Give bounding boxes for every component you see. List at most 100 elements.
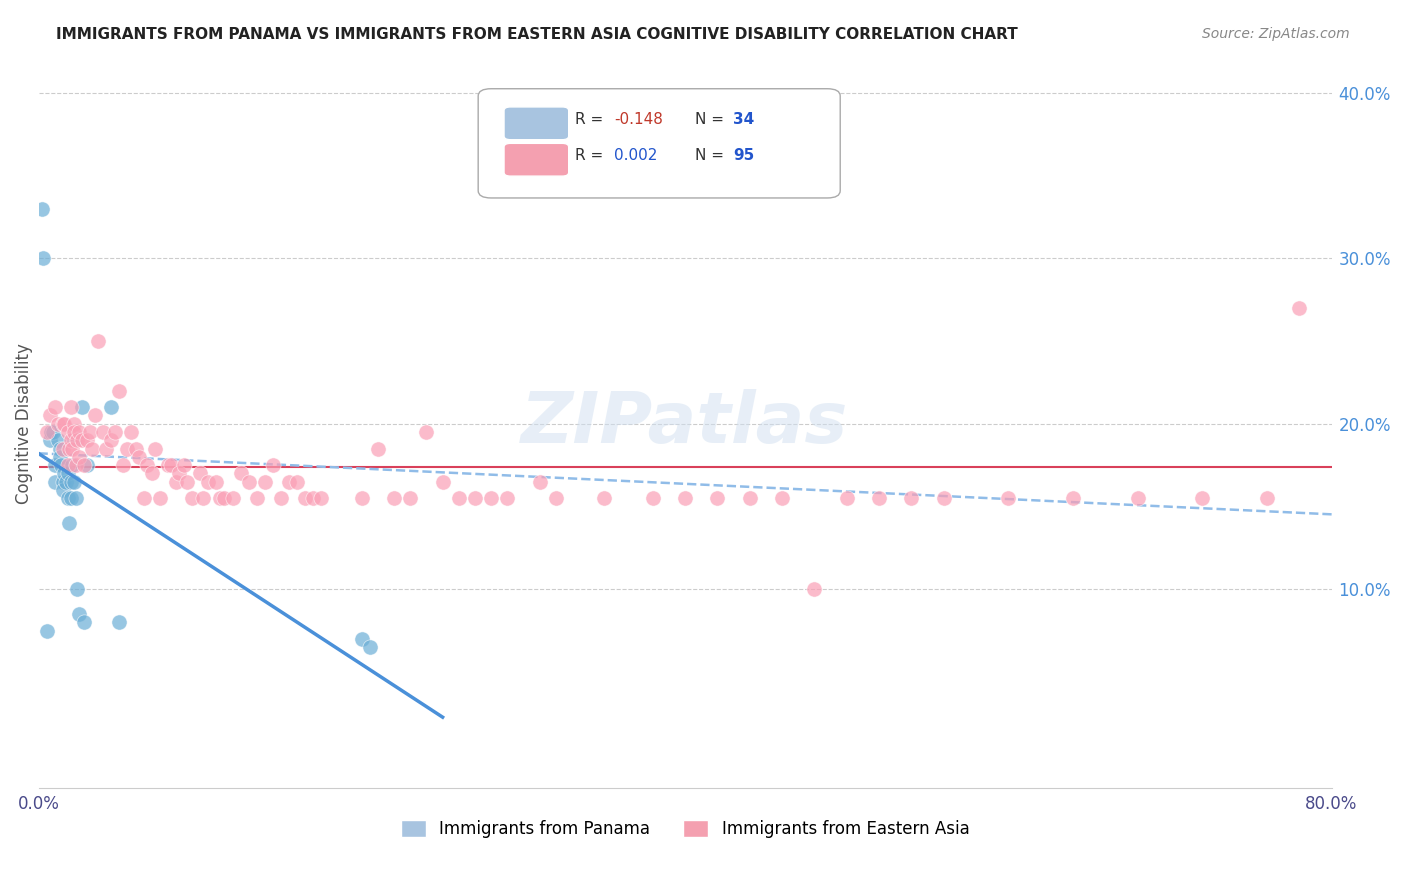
Point bbox=[359, 640, 381, 655]
Point bbox=[79, 425, 101, 439]
Point bbox=[132, 491, 155, 506]
Point bbox=[367, 442, 389, 456]
Point bbox=[447, 491, 470, 506]
Point bbox=[399, 491, 422, 506]
Point bbox=[52, 475, 75, 489]
Point bbox=[496, 491, 519, 506]
Text: N =: N = bbox=[696, 148, 730, 163]
Point bbox=[58, 516, 80, 530]
Text: IMMIGRANTS FROM PANAMA VS IMMIGRANTS FROM EASTERN ASIA COGNITIVE DISABILITY CORR: IMMIGRANTS FROM PANAMA VS IMMIGRANTS FRO… bbox=[56, 27, 1018, 42]
Point bbox=[1191, 491, 1213, 506]
Point bbox=[48, 450, 70, 464]
Point bbox=[932, 491, 955, 506]
Point bbox=[35, 425, 58, 439]
Point bbox=[84, 409, 107, 423]
Text: Source: ZipAtlas.com: Source: ZipAtlas.com bbox=[1202, 27, 1350, 41]
Point bbox=[56, 467, 79, 481]
Point bbox=[673, 491, 696, 506]
Point bbox=[173, 458, 195, 472]
Text: 0.002: 0.002 bbox=[614, 148, 658, 163]
Point bbox=[117, 442, 139, 456]
Text: 34: 34 bbox=[733, 112, 754, 127]
Legend: Immigrants from Panama, Immigrants from Eastern Asia: Immigrants from Panama, Immigrants from … bbox=[394, 814, 976, 845]
Point bbox=[160, 458, 183, 472]
Point bbox=[128, 450, 150, 464]
Point bbox=[51, 458, 73, 472]
Point bbox=[44, 400, 66, 414]
Point bbox=[214, 491, 236, 506]
FancyBboxPatch shape bbox=[478, 88, 841, 198]
FancyBboxPatch shape bbox=[503, 107, 568, 140]
Point bbox=[124, 442, 146, 456]
Point bbox=[432, 475, 454, 489]
Point bbox=[294, 491, 316, 506]
Point bbox=[56, 458, 79, 472]
Point bbox=[900, 491, 922, 506]
Point bbox=[193, 491, 215, 506]
Point bbox=[270, 491, 292, 506]
Point bbox=[120, 425, 142, 439]
Point bbox=[156, 458, 179, 472]
Point bbox=[65, 491, 87, 506]
Point bbox=[67, 607, 90, 621]
Point bbox=[52, 442, 75, 456]
Point bbox=[165, 475, 187, 489]
Point bbox=[1062, 491, 1084, 506]
Point bbox=[103, 425, 125, 439]
Point bbox=[997, 491, 1019, 506]
Point bbox=[48, 442, 70, 456]
Point bbox=[52, 483, 75, 497]
Point bbox=[56, 491, 79, 506]
Text: ZIPatlas: ZIPatlas bbox=[522, 389, 849, 458]
Point bbox=[63, 434, 86, 448]
Point bbox=[53, 467, 76, 481]
Point bbox=[197, 475, 219, 489]
Point bbox=[111, 458, 134, 472]
Point bbox=[176, 475, 198, 489]
Point bbox=[55, 475, 77, 489]
Point bbox=[1288, 301, 1310, 315]
Point bbox=[143, 442, 166, 456]
Point bbox=[52, 417, 75, 431]
Point bbox=[350, 632, 373, 646]
Point bbox=[31, 202, 53, 216]
Point bbox=[238, 475, 260, 489]
Point bbox=[108, 384, 131, 398]
Text: -0.148: -0.148 bbox=[614, 112, 662, 127]
Point bbox=[59, 434, 82, 448]
Point bbox=[44, 458, 66, 472]
Point bbox=[65, 458, 87, 472]
Point bbox=[41, 425, 63, 439]
Point bbox=[80, 442, 103, 456]
Point bbox=[835, 491, 858, 506]
Point bbox=[59, 491, 82, 506]
Point bbox=[100, 434, 122, 448]
Point bbox=[167, 467, 190, 481]
Point bbox=[91, 425, 114, 439]
Point bbox=[544, 491, 567, 506]
Point bbox=[42, 425, 65, 439]
Point bbox=[1256, 491, 1278, 506]
Point bbox=[262, 458, 284, 472]
Point bbox=[87, 334, 110, 348]
Point bbox=[188, 467, 211, 481]
Point bbox=[73, 458, 96, 472]
Point bbox=[529, 475, 551, 489]
Point bbox=[311, 491, 333, 506]
Point bbox=[76, 458, 98, 472]
Point bbox=[38, 434, 60, 448]
Y-axis label: Cognitive Disability: Cognitive Disability bbox=[15, 343, 32, 504]
Point bbox=[770, 491, 793, 506]
Point bbox=[253, 475, 276, 489]
Point bbox=[96, 442, 118, 456]
Point bbox=[141, 467, 163, 481]
Point bbox=[53, 417, 76, 431]
Point bbox=[38, 409, 60, 423]
Point bbox=[479, 491, 502, 506]
Point bbox=[46, 417, 69, 431]
Point bbox=[382, 491, 405, 506]
Point bbox=[70, 400, 93, 414]
FancyBboxPatch shape bbox=[503, 144, 568, 176]
Point bbox=[415, 425, 437, 439]
Text: N =: N = bbox=[696, 112, 730, 127]
